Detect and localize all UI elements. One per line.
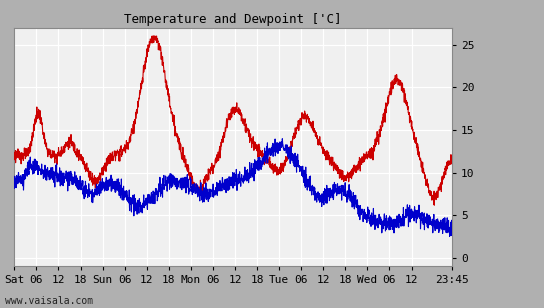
Title: Temperature and Dewpoint ['C]: Temperature and Dewpoint ['C] bbox=[125, 14, 342, 26]
Text: www.vaisala.com: www.vaisala.com bbox=[5, 297, 94, 306]
